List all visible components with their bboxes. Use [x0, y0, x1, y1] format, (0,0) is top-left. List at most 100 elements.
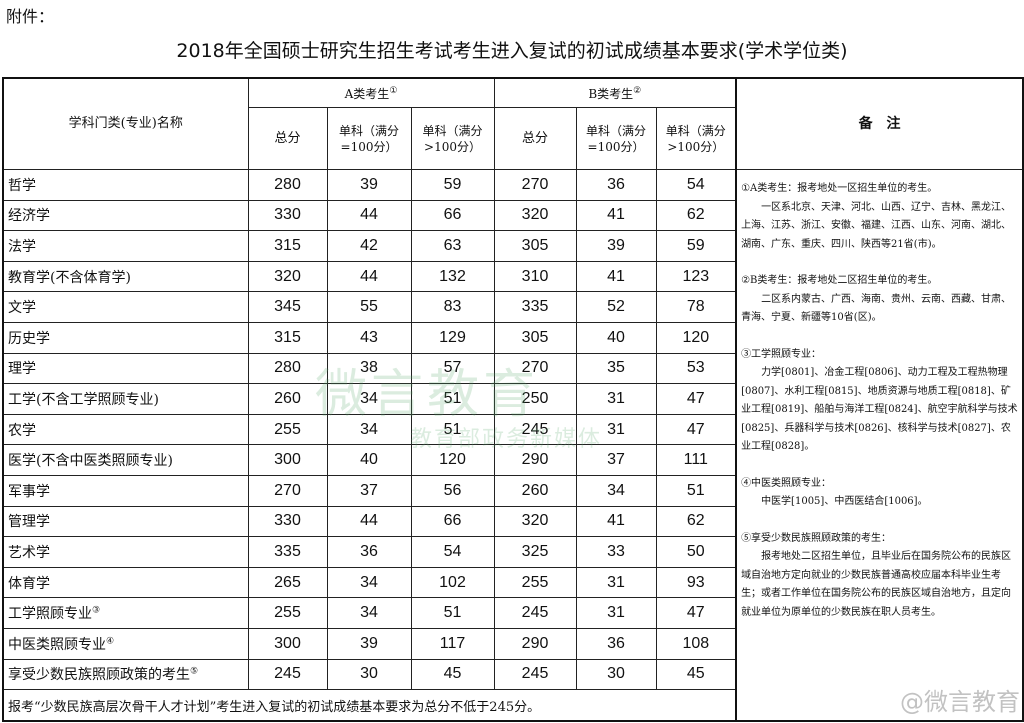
a-score-0: 265 — [247, 566, 328, 599]
table-row: 理学 280 38 57 270 35 53 — [2, 352, 1023, 385]
subject-name: 管理学 — [2, 505, 249, 538]
a-score-0: 270 — [247, 474, 328, 507]
b-score-0: 310 — [493, 260, 577, 293]
b-score-2: 51 — [655, 474, 737, 507]
a-score-1: 38 — [326, 352, 412, 385]
table-row: 文学 345 55 83 335 52 78 — [2, 291, 1023, 323]
b-score-2: 111 — [655, 444, 737, 476]
subject-name: 体育学 — [2, 566, 249, 599]
b-score-2: 47 — [655, 597, 737, 629]
b-score-0: 250 — [493, 383, 577, 415]
b-score-2: 47 — [655, 383, 737, 415]
note-item: ②B类考生：报考地处二区招生单位的考生。 二区系内蒙古、广西、海南、贵州、云南、西… — [741, 275, 1012, 323]
b-score-0: 305 — [493, 321, 577, 354]
a-score-1: 43 — [326, 321, 412, 354]
table-row: 教育学(不含体育学) 320 44 132 310 41 123 — [2, 260, 1023, 293]
a-score-2: 102 — [410, 566, 495, 599]
a-score-0: 255 — [247, 413, 328, 446]
a-score-2: 45 — [410, 658, 495, 691]
b-score-1: 34 — [575, 474, 657, 507]
b-score-0: 335 — [493, 291, 577, 323]
subject-name: 艺术学 — [2, 536, 249, 568]
subject-name: 享受少数民族照顾政策的考生⑤ — [2, 658, 249, 691]
b-score-2: 59 — [655, 230, 737, 262]
table-row: 工学(不含工学照顾专业) 260 34 51 250 31 47 — [2, 383, 1023, 415]
subject-column-header: 学科门类(专业)名称 — [2, 77, 249, 170]
score-table: 学科门类(专业)名称 A类考生① B类考生② 备 注 总分 单科（满分=100分… — [2, 77, 1024, 723]
table-row: 历史学 315 43 129 305 40 120 — [2, 321, 1023, 354]
b-score-1: 41 — [575, 260, 657, 293]
b-score-1: 52 — [575, 291, 657, 323]
b-score-0: 320 — [493, 505, 577, 538]
b-score-1: 40 — [575, 321, 657, 354]
b-score-1: 30 — [575, 658, 657, 691]
b-score-0: 325 — [493, 536, 577, 568]
a-score-2: 59 — [410, 169, 495, 201]
table-row: 农学 255 34 51 245 31 47 — [2, 413, 1023, 446]
b-score-2: 62 — [655, 505, 737, 538]
b-score-2: 53 — [655, 352, 737, 385]
subject-name: 农学 — [2, 413, 249, 446]
b-score-2: 123 — [655, 260, 737, 293]
b-score-0: 260 — [493, 474, 577, 507]
attachment-label: 附件： — [6, 7, 55, 26]
a-score-2: 56 — [410, 474, 495, 507]
b-score-0: 290 — [493, 444, 577, 476]
b-score-1: 33 — [575, 536, 657, 568]
b-score-2: 120 — [655, 321, 737, 354]
a-score-2: 63 — [410, 230, 495, 262]
b-score-1: 31 — [575, 413, 657, 446]
page-title: 2018年全国硕士研究生招生考试考生进入复试的初试成绩基本要求(学术学位类) — [176, 40, 848, 62]
b-score-2: 62 — [655, 199, 737, 232]
b-score-0: 305 — [493, 230, 577, 262]
b-score-0: 245 — [493, 597, 577, 629]
subject-name: 经济学 — [2, 199, 249, 232]
a-single100-header: 单科（满分=100分） — [326, 107, 412, 170]
subject-name: 法学 — [2, 230, 249, 262]
table-row: 军事学 270 37 56 260 34 51 — [2, 474, 1023, 507]
group-a-header: A类考生① — [247, 77, 495, 108]
b-score-2: 93 — [655, 566, 737, 599]
a-score-0: 255 — [247, 597, 328, 629]
subject-name: 中医类照顾专业④ — [2, 627, 249, 660]
a-score-1: 30 — [326, 658, 412, 691]
subject-name: 教育学(不含体育学) — [2, 260, 249, 293]
a-score-2: 83 — [410, 291, 495, 323]
subject-name: 军事学 — [2, 474, 249, 507]
b-score-1: 31 — [575, 597, 657, 629]
a-score-0: 315 — [247, 230, 328, 262]
subject-name: 历史学 — [2, 321, 249, 354]
b-score-2: 108 — [655, 627, 737, 660]
b-score-2: 54 — [655, 169, 737, 201]
b-score-1: 31 — [575, 383, 657, 415]
a-score-2: 132 — [410, 260, 495, 293]
b-total-header: 总分 — [493, 107, 577, 170]
corner-watermark: @微言教育 — [900, 688, 1020, 716]
subject-name: 医学(不含中医类照顾专业) — [2, 444, 249, 476]
a-score-1: 34 — [326, 597, 412, 629]
b-score-0: 245 — [493, 658, 577, 691]
a-score-0: 280 — [247, 352, 328, 385]
table-row: 体育学 265 34 102 255 31 93 — [2, 566, 1023, 599]
a-score-2: 51 — [410, 413, 495, 446]
b-score-1: 41 — [575, 199, 657, 232]
a-score-2: 51 — [410, 597, 495, 629]
a-score-1: 36 — [326, 536, 412, 568]
table-row: 工学照顾专业③ 255 34 51 245 31 47 — [2, 597, 1023, 629]
a-score-2: 129 — [410, 321, 495, 354]
a-score-2: 120 — [410, 444, 495, 476]
a-score-1: 44 — [326, 260, 412, 293]
a-score-0: 335 — [247, 536, 328, 568]
a-score-1: 34 — [326, 383, 412, 415]
a-score-1: 37 — [326, 474, 412, 507]
a-score-0: 330 — [247, 199, 328, 232]
group-b-header: B类考生② — [493, 77, 737, 108]
b-score-1: 31 — [575, 566, 657, 599]
a-score-0: 315 — [247, 321, 328, 354]
table-row: 享受少数民族照顾政策的考生⑤ 245 30 45 245 30 45 — [2, 658, 1023, 691]
a-score-1: 34 — [326, 413, 412, 446]
b-score-2: 78 — [655, 291, 737, 323]
note-item: ①A类考生：报考地处一区招生单位的考生。 一区系北京、天津、河北、山西、辽宁、吉林… — [741, 183, 1012, 250]
b-score-0: 270 — [493, 169, 577, 201]
b-score-0: 270 — [493, 352, 577, 385]
